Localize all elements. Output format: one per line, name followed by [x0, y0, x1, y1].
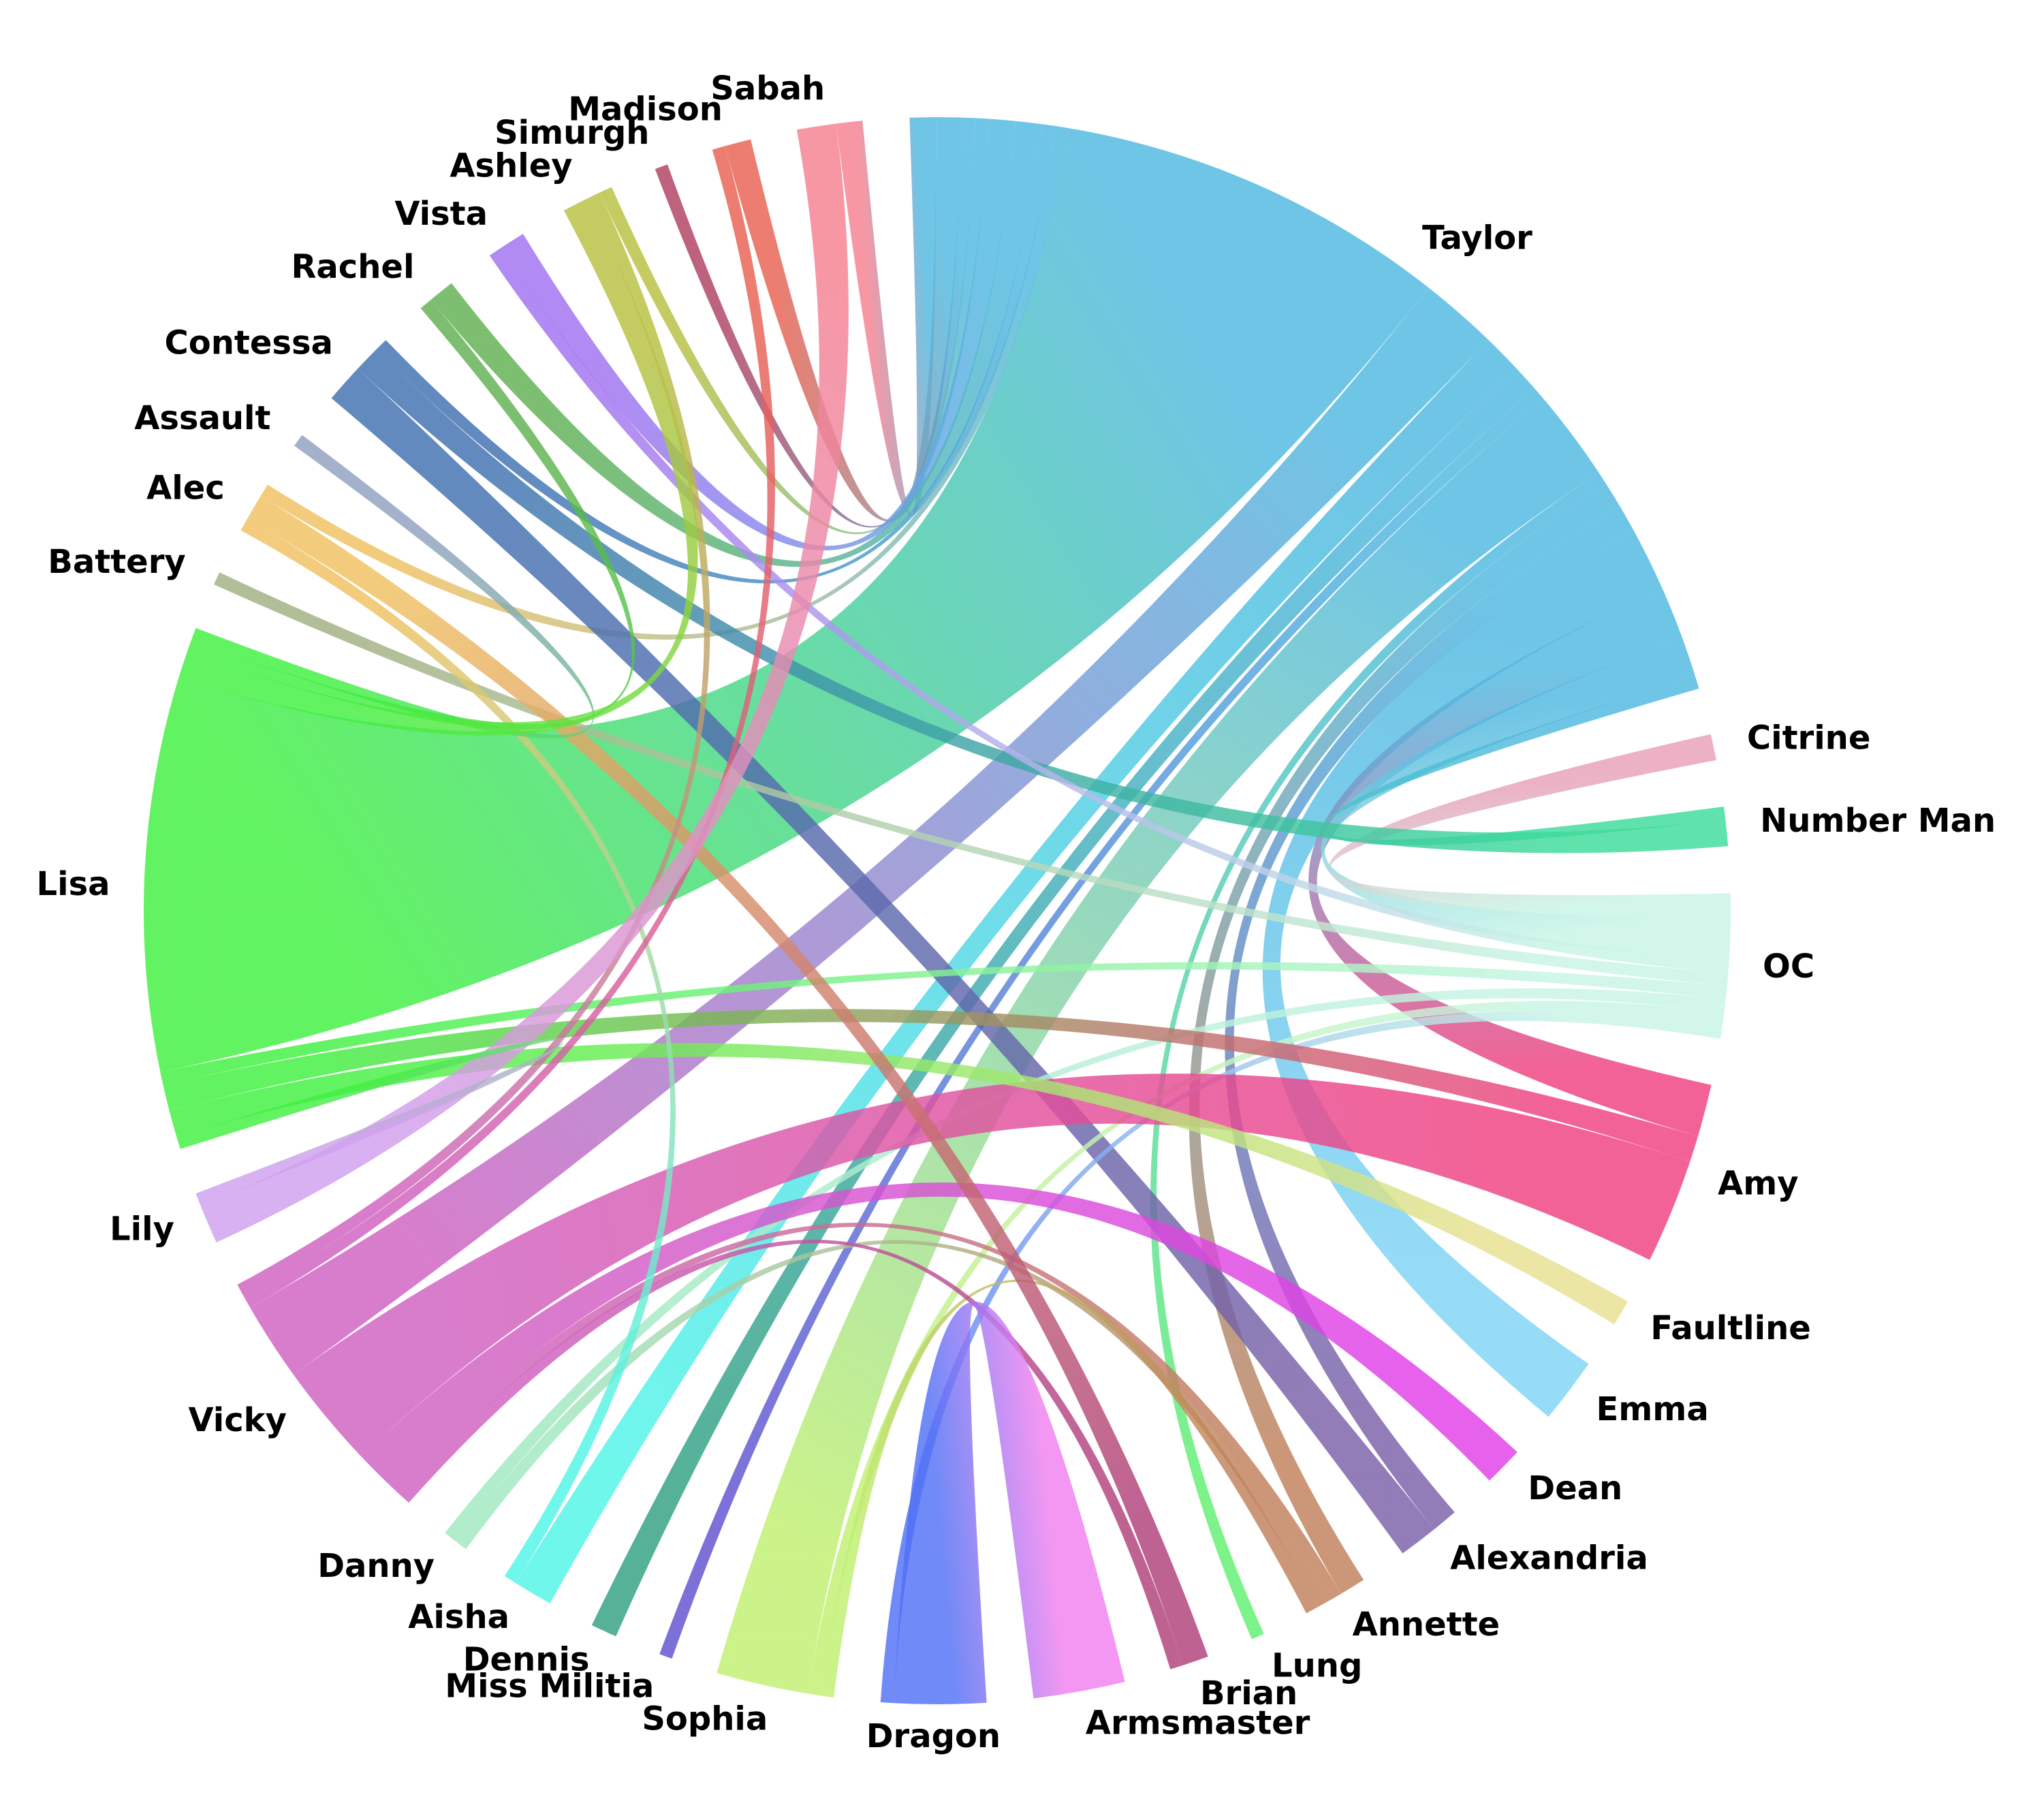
node-label: Lily	[110, 1210, 174, 1249]
node-label: Dean	[1528, 1469, 1622, 1507]
node-label: Rachel	[291, 248, 414, 286]
chord-ribbon	[894, 1301, 1125, 1704]
chord-ribbon	[599, 118, 990, 535]
node-label: Citrine	[1747, 719, 1870, 757]
node-label: Miss Militia	[445, 1668, 654, 1706]
node-label: Alexandria	[1450, 1539, 1648, 1577]
node-label: Taylor	[1422, 219, 1532, 257]
chord-ribbon	[516, 340, 1517, 1603]
node-label: Lisa	[37, 865, 110, 903]
node-label: Simurgh	[494, 114, 649, 152]
node-label: Aisha	[408, 1598, 509, 1636]
chord-ribbon	[293, 1074, 1691, 1457]
node-label: Assault	[134, 399, 270, 437]
chord-ribbon	[1262, 529, 1663, 1417]
chord-ribbon	[1329, 734, 1731, 920]
chord-ribbon	[176, 1038, 563, 1206]
node-label: Madison	[568, 91, 723, 129]
node-label: Number Man	[1760, 802, 1996, 840]
chord-ribbon	[361, 1182, 1518, 1485]
node-label: Vista	[394, 195, 488, 233]
node-label: Amy	[1718, 1164, 1798, 1202]
chord-ribbon	[655, 117, 976, 528]
chord-ribbon	[143, 127, 1429, 1072]
node-label: Armsmaster	[1086, 1704, 1310, 1742]
chord-ribbon	[178, 198, 698, 736]
chord-ribbon	[430, 121, 1042, 567]
chord-ribbon	[160, 962, 1727, 1085]
node-label: Danny	[317, 1547, 435, 1585]
node-label: Ashley	[450, 146, 572, 185]
chord-ribbon	[331, 368, 1434, 1554]
chord-ribbon	[725, 117, 963, 522]
chord-ribbon	[1225, 506, 1633, 1530]
node-label: Dennis	[463, 1641, 590, 1679]
node-label: Emma	[1597, 1390, 1709, 1428]
node-label: Faultline	[1650, 1309, 1811, 1347]
chord-ribbon	[455, 1240, 1330, 1608]
node-label: Sophia	[642, 1700, 768, 1738]
node-label: Dragon	[866, 1717, 1001, 1755]
chord-ribbon	[717, 398, 1599, 1694]
node-label: Alec	[146, 469, 225, 507]
ribbons	[143, 117, 1731, 1704]
node-label: Lung	[1272, 1646, 1362, 1685]
chord-ribbon	[836, 117, 937, 516]
node-label: Vicky	[188, 1401, 286, 1439]
node-label: Annette	[1353, 1606, 1500, 1644]
node-label: Contessa	[165, 324, 333, 362]
chord-ribbon	[1321, 638, 1731, 960]
node-label: Brian	[1200, 1674, 1298, 1712]
labels: Taylor Citrine Number Man OC Amy Faultline Emm…	[37, 69, 1996, 1755]
node-label: OC	[1763, 948, 1814, 986]
node-label: Sabah	[710, 69, 825, 108]
chord-ribbon	[250, 287, 1489, 1375]
node-label: Battery	[48, 543, 185, 581]
